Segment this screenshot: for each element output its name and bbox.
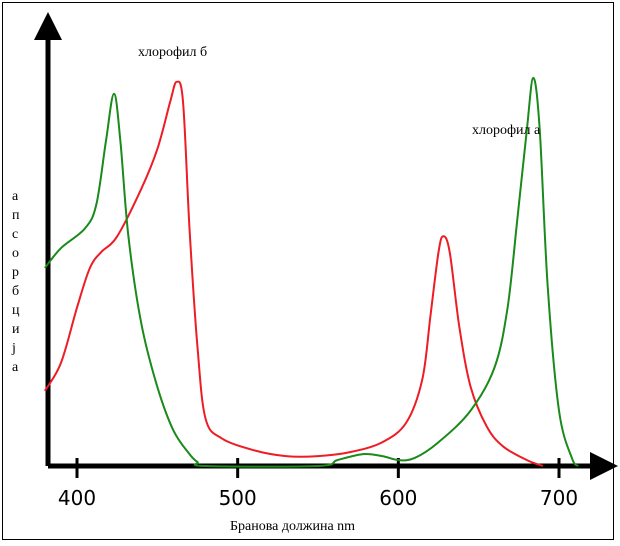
y-axis-title-letter: р (12, 265, 19, 280)
series-lines (44, 76, 580, 468)
x-ticks: 400 500 600 700 (58, 458, 578, 510)
y-axis-title-letter: а (12, 360, 19, 375)
y-axis-title-letter: и (12, 322, 20, 337)
series-line-chlorophyll-b (44, 80, 544, 467)
x-tick-label-500: 500 (219, 486, 257, 510)
x-axis-title: Бранова должина nm (230, 519, 355, 534)
series-label-chlorophyll-b: хлорофил б (138, 45, 207, 60)
y-axis-title-letter: б (12, 284, 19, 299)
x-tick-label-600: 600 (379, 486, 417, 510)
y-axis-title-letter: о (12, 246, 19, 261)
x-axis-arrow (590, 452, 618, 480)
series-label-chlorophyll-a: хлорофил а (472, 123, 541, 138)
y-axis-title-letter: с (12, 227, 18, 242)
y-axis-arrow (34, 12, 62, 40)
y-axis-title-letter: п (12, 208, 20, 223)
series-line-chlorophyll-a (44, 76, 580, 468)
x-tick-label-400: 400 (58, 486, 96, 510)
y-axis-title-letter: ц (12, 303, 20, 318)
y-axis-title-letter: ј (11, 341, 16, 356)
x-tick-label-700: 700 (540, 486, 578, 510)
y-axis-title-letter: а (12, 189, 19, 204)
